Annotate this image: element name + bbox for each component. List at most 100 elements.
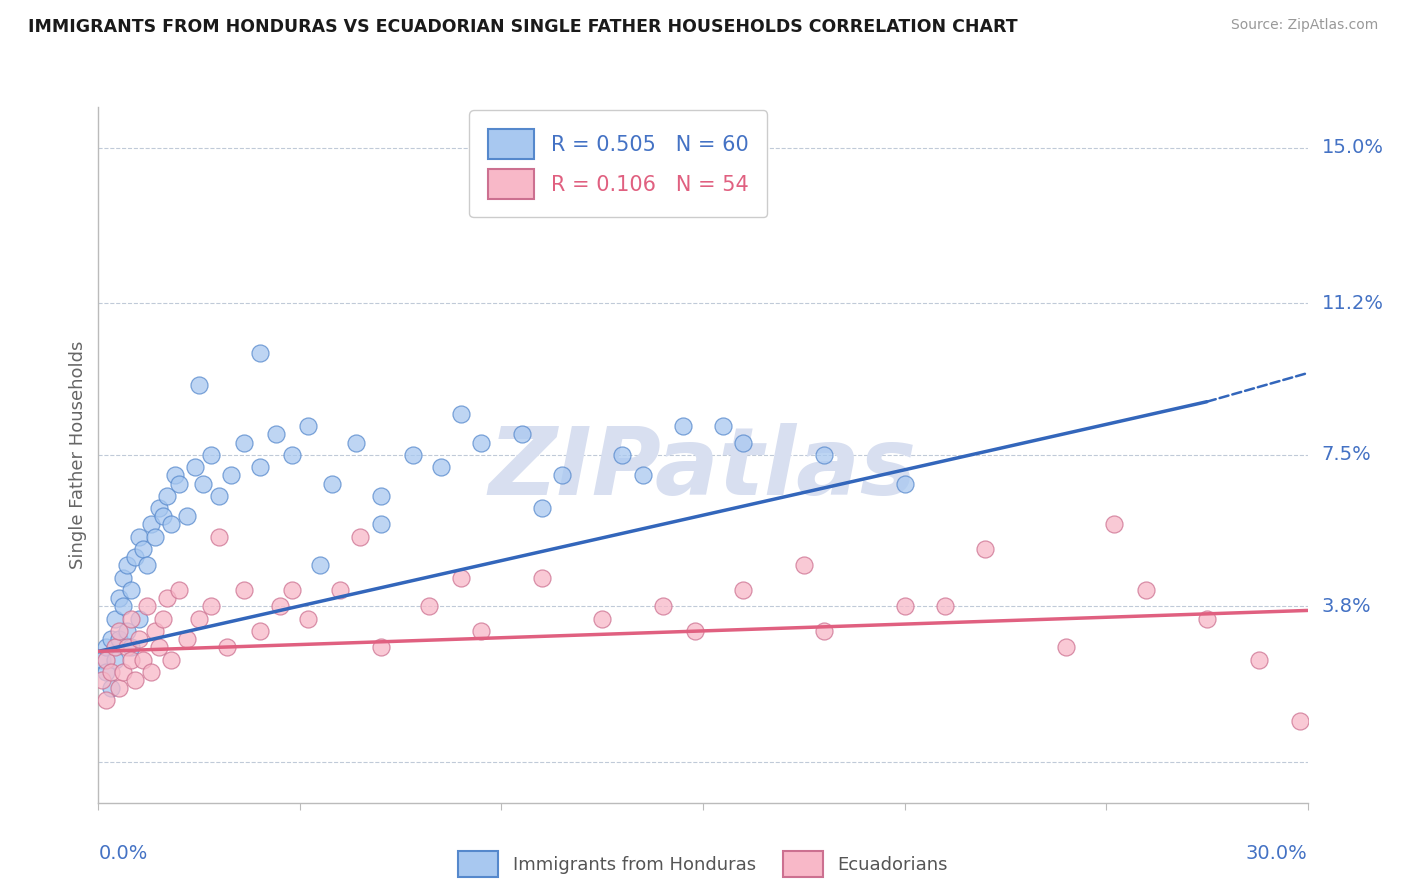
Point (402, 448, 425, 462)
Point (370, 489, 392, 503)
Point (200, 599, 222, 614)
Point (128, 530, 150, 544)
Point (120, 612, 142, 626)
Point (163, 468, 186, 483)
Text: 0.0%: 0.0% (98, 845, 148, 863)
Point (124, 673, 146, 687)
Point (100, 681, 122, 696)
Point (156, 591, 179, 606)
Point (139, 665, 162, 679)
Point (132, 652, 155, 666)
Point (100, 665, 122, 679)
Point (893, 599, 915, 614)
Point (148, 501, 170, 516)
Point (111, 571, 134, 585)
Point (96, 640, 118, 655)
Text: 15.0%: 15.0% (1322, 138, 1384, 158)
Text: IMMIGRANTS FROM HONDURAS VS ECUADORIAN SINGLE FATHER HOUSEHOLDS CORRELATION CHAR: IMMIGRANTS FROM HONDURAS VS ECUADORIAN S… (28, 18, 1018, 36)
Point (651, 599, 673, 614)
Point (793, 558, 815, 573)
Point (115, 558, 138, 573)
Point (934, 599, 956, 614)
Text: 7.5%: 7.5% (1322, 445, 1371, 465)
Point (612, 448, 634, 462)
Point (96, 693, 118, 707)
Point (1135, 582, 1157, 597)
Text: ZIPatlas: ZIPatlas (489, 423, 917, 515)
Point (974, 542, 997, 557)
Point (96, 652, 118, 666)
Point (184, 460, 207, 475)
Point (249, 624, 271, 638)
Point (156, 489, 179, 503)
Point (370, 640, 392, 655)
Point (143, 530, 166, 544)
Point (107, 624, 129, 638)
Point (450, 407, 472, 421)
Point (167, 476, 190, 491)
Point (470, 435, 492, 450)
Point (139, 517, 162, 532)
Point (107, 632, 129, 646)
Point (124, 550, 146, 565)
Point (264, 427, 287, 442)
Point (733, 582, 755, 597)
Point (683, 624, 706, 638)
Point (631, 468, 654, 483)
Point (297, 612, 319, 626)
Point (309, 558, 332, 573)
Point (672, 419, 695, 434)
Point (208, 489, 231, 503)
Point (115, 640, 138, 655)
Point (120, 652, 142, 666)
Point (281, 582, 304, 597)
Point (96, 665, 118, 679)
Point (733, 435, 755, 450)
Point (269, 599, 291, 614)
Point (103, 640, 125, 655)
Point (430, 460, 453, 475)
Point (188, 378, 211, 392)
Point (217, 640, 239, 655)
Point (143, 624, 166, 638)
Point (418, 599, 440, 614)
Point (128, 632, 150, 646)
Point (370, 517, 392, 532)
Point (107, 681, 129, 696)
Point (152, 509, 174, 524)
Point (176, 632, 198, 646)
Point (132, 542, 155, 557)
Point (551, 468, 574, 483)
Point (893, 476, 915, 491)
Point (1249, 652, 1271, 666)
Point (152, 612, 174, 626)
Point (176, 509, 198, 524)
Text: 3.8%: 3.8% (1322, 597, 1371, 615)
Point (232, 582, 254, 597)
Text: Source: ZipAtlas.com: Source: ZipAtlas.com (1230, 18, 1378, 32)
Point (103, 612, 125, 626)
Point (1102, 517, 1125, 532)
Point (103, 652, 125, 666)
Legend: Immigrants from Honduras, Ecuadorians: Immigrants from Honduras, Ecuadorians (451, 844, 955, 884)
Point (111, 599, 134, 614)
Point (135, 599, 157, 614)
Point (160, 517, 183, 532)
Text: 11.2%: 11.2% (1322, 294, 1384, 313)
Point (208, 530, 231, 544)
Point (91, 652, 114, 666)
Point (232, 435, 254, 450)
Point (711, 419, 734, 434)
Point (120, 640, 142, 655)
Point (1288, 714, 1310, 728)
Point (510, 427, 533, 442)
Point (135, 558, 157, 573)
Point (1195, 612, 1218, 626)
Point (281, 448, 304, 462)
Point (591, 612, 613, 626)
Point (249, 345, 271, 359)
Point (297, 419, 319, 434)
Point (120, 582, 142, 597)
Point (221, 468, 243, 483)
Point (813, 448, 835, 462)
